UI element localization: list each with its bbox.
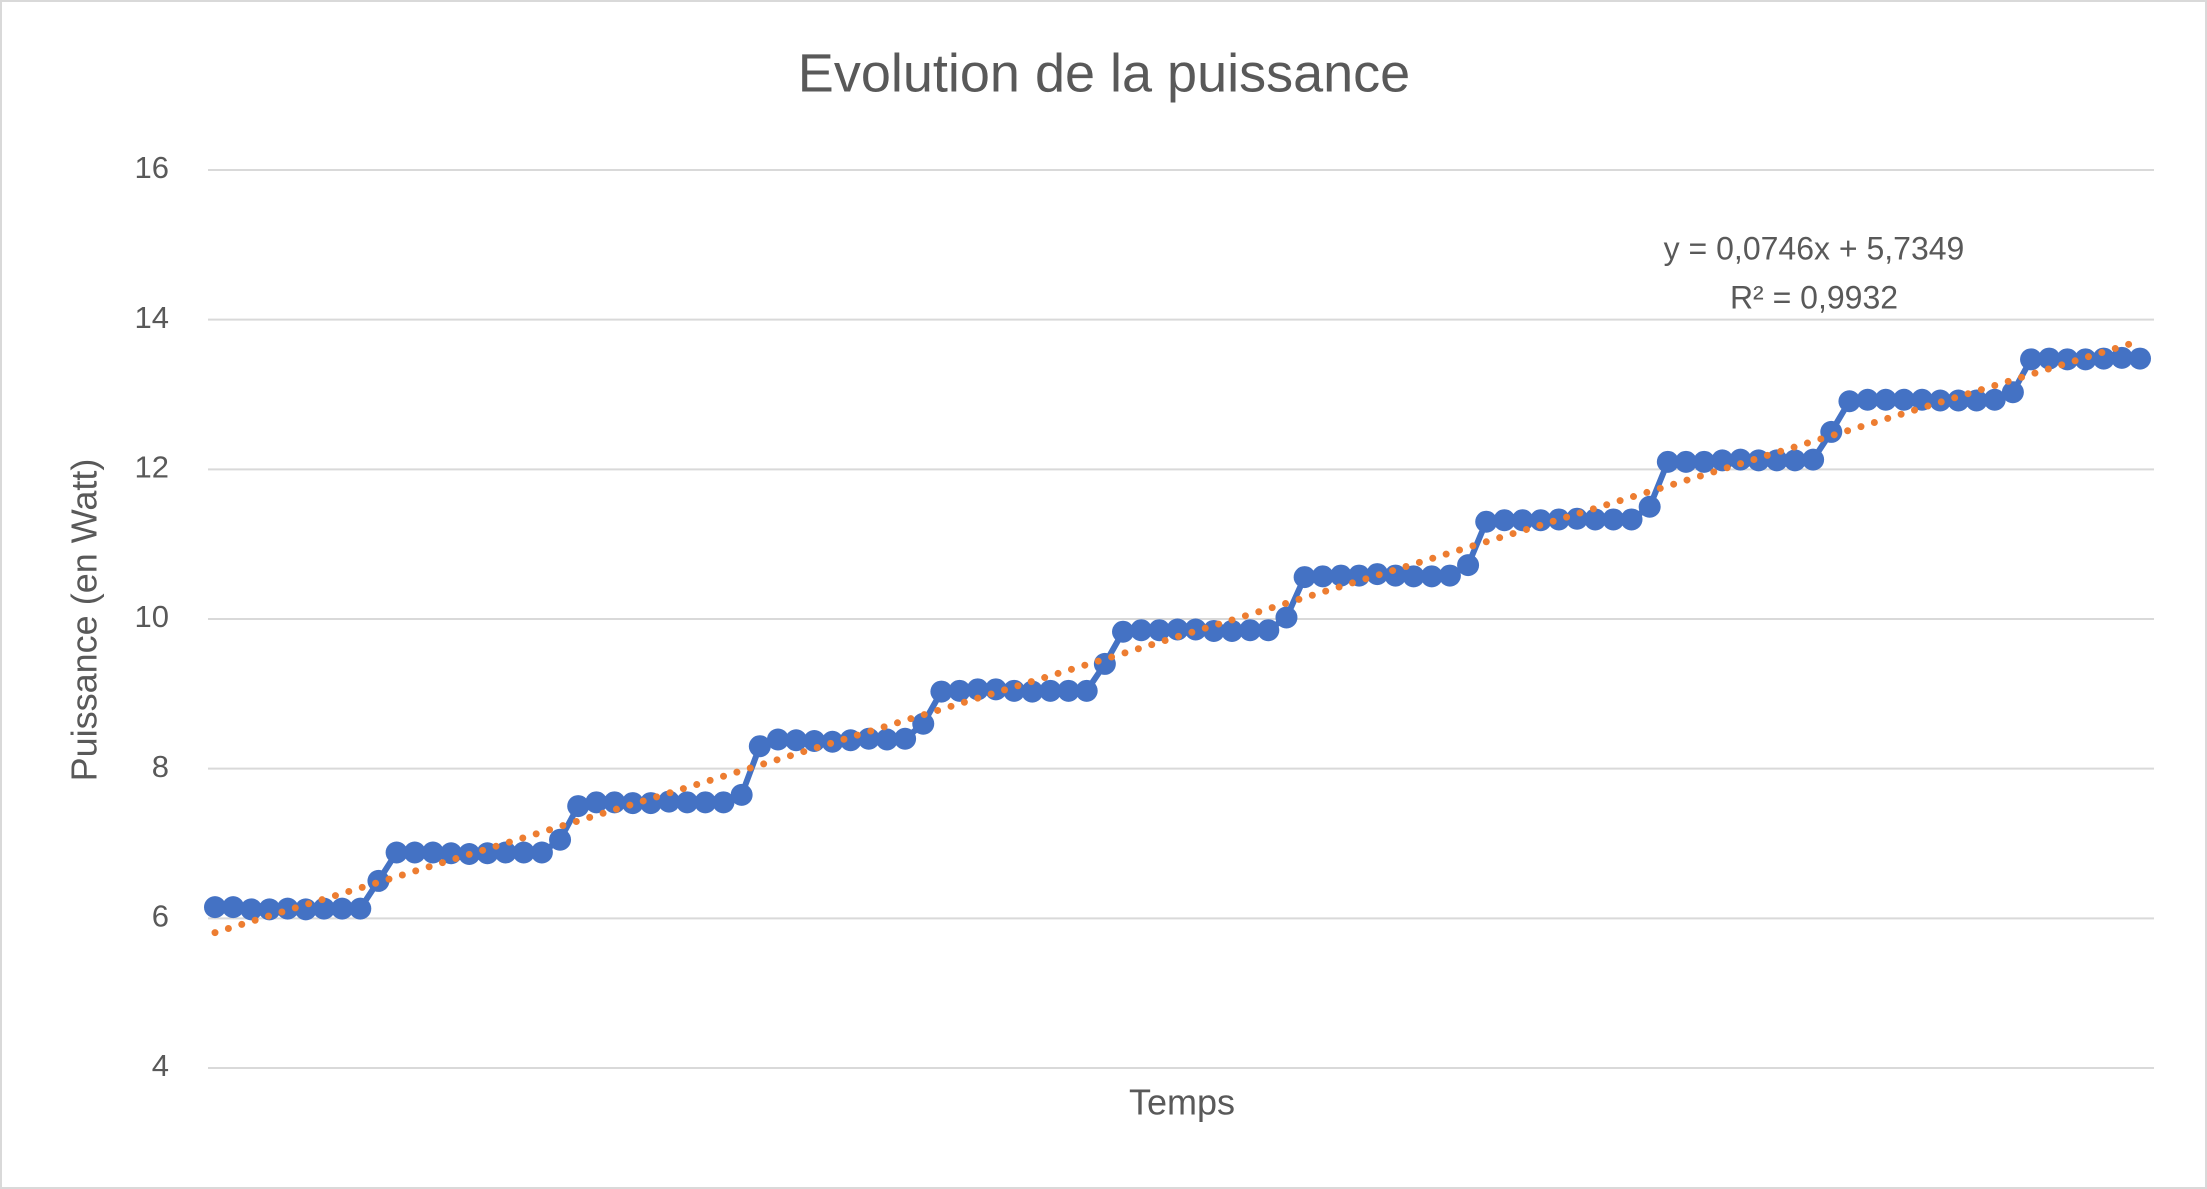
data-point (1438, 564, 1461, 587)
data-point (766, 728, 789, 751)
data-point (1275, 606, 1298, 629)
data-point (1257, 619, 1280, 642)
y-axis-title: Puissance (en Watt) (64, 459, 105, 782)
data-point (658, 790, 681, 813)
data-point (1220, 619, 1243, 642)
data-point (312, 897, 335, 920)
trendline-equation: y = 0,0746x + 5,7349 (1664, 230, 1965, 266)
data-point (1547, 508, 1570, 531)
data-point (2110, 346, 2133, 369)
data-point (367, 869, 390, 892)
data-point (1021, 680, 1044, 703)
data-point (421, 841, 444, 864)
data-point (1820, 420, 1843, 443)
data-point (1765, 449, 1788, 472)
data-point (1112, 620, 1135, 643)
data-point (1329, 564, 1352, 587)
data-point (1983, 388, 2006, 411)
data-point (2001, 381, 2024, 404)
data-point (349, 897, 372, 920)
data-point (258, 898, 281, 921)
data-point (694, 791, 717, 814)
data-point (1729, 448, 1752, 471)
y-tick-label: 10 (135, 599, 169, 634)
data-point (1674, 450, 1697, 473)
data-point (966, 678, 989, 701)
data-point (1039, 679, 1062, 702)
data-point (1457, 554, 1480, 577)
data-point (1311, 565, 1334, 588)
data-point (730, 783, 753, 806)
data-point (1130, 619, 1153, 642)
data-point (912, 712, 935, 735)
data-point (1656, 450, 1679, 473)
data-point (494, 841, 517, 864)
data-point (930, 680, 953, 703)
data-point (222, 896, 245, 919)
data-point (1783, 449, 1806, 472)
data-point (1420, 565, 1443, 588)
data-point (512, 841, 535, 864)
data-point (1293, 566, 1316, 589)
trendline (211, 337, 2144, 937)
data-point (530, 841, 553, 864)
x-axis-title: Temps (1129, 1082, 1235, 1123)
data-point (204, 896, 226, 919)
data-point (1511, 509, 1534, 532)
data-point (1874, 388, 1897, 411)
data-point (785, 729, 808, 752)
data-point (1892, 388, 1915, 411)
data-point (1148, 619, 1171, 642)
data-point (748, 735, 771, 758)
data-point (875, 728, 898, 751)
data-point (948, 679, 971, 702)
data-point (1584, 508, 1607, 531)
y-tick-label: 12 (135, 450, 169, 485)
data-point (1166, 618, 1189, 641)
data-point (1239, 619, 1262, 642)
data-point (857, 727, 880, 750)
data-point (549, 828, 572, 851)
data-point (2020, 348, 2043, 371)
data-point (2092, 347, 2115, 370)
data-point (1693, 450, 1716, 473)
data-point (1802, 448, 1825, 471)
data-point (712, 791, 735, 814)
data-point (385, 841, 408, 864)
data-point (1057, 679, 1080, 702)
y-tick-label: 4 (152, 1048, 169, 1083)
data-point (1475, 510, 1498, 533)
data-point (1529, 509, 1552, 532)
data-point (1075, 679, 1098, 702)
data-point (403, 841, 426, 864)
data-point (1620, 508, 1643, 531)
data-point (1838, 390, 1861, 413)
data-point (1402, 565, 1425, 588)
data-point (1602, 508, 1625, 531)
chart-title: Evolution de la puissance (798, 43, 1410, 103)
data-point (1493, 509, 1516, 532)
trendline-r2: R² = 0,9932 (1730, 279, 1898, 315)
data-point (676, 791, 699, 814)
data-point (1638, 495, 1661, 518)
data-point (331, 897, 354, 920)
y-tick-label: 14 (135, 300, 169, 335)
data-point (603, 791, 626, 814)
data-point (1856, 388, 1879, 411)
y-tick-label: 6 (152, 899, 169, 934)
data-point (567, 795, 590, 818)
y-tick-label: 8 (152, 749, 169, 784)
y-tick-label: 16 (135, 150, 169, 185)
data-point (894, 727, 917, 750)
data-point (240, 898, 263, 921)
data-point (2129, 347, 2151, 370)
data-point (585, 791, 608, 814)
data-point (2074, 348, 2097, 371)
data-point (2038, 347, 2061, 370)
